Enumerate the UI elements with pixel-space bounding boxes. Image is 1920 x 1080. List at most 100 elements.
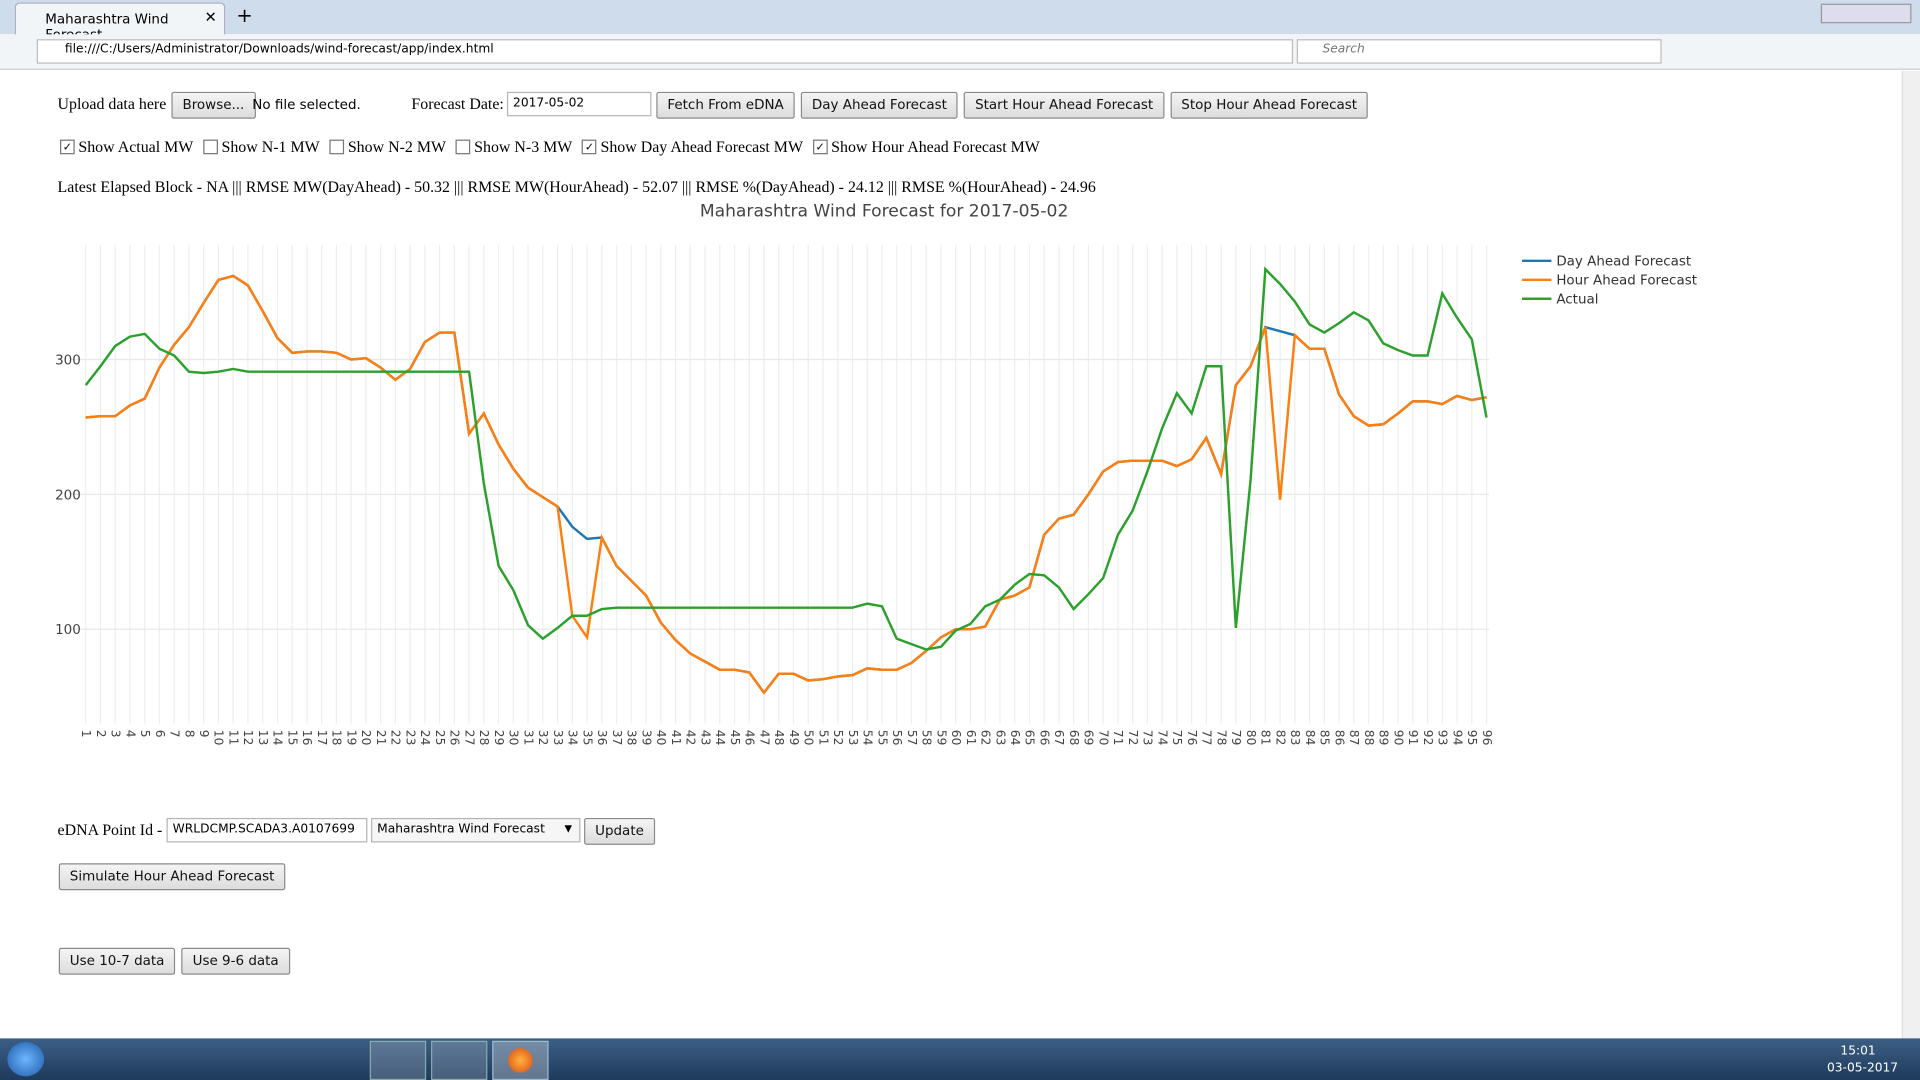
x-tick-label: 81 — [1259, 730, 1273, 746]
x-tick-label: 46 — [743, 730, 757, 746]
x-tick-label: 12 — [241, 730, 255, 746]
taskbar-app[interactable] — [431, 1040, 488, 1080]
x-tick-label: 29 — [492, 730, 506, 746]
x-tick-label: 23 — [403, 730, 417, 746]
x-tick-label: 60 — [949, 730, 963, 746]
file-status: No file selected. — [252, 96, 361, 113]
x-tick-label: 45 — [728, 730, 742, 746]
x-tick-label: 47 — [757, 730, 771, 746]
series-line — [85, 274, 1487, 695]
url-bar[interactable]: file:///C:/Users/Administrator/Downloads… — [36, 39, 1294, 64]
checkbox-item[interactable]: Show N-3 MW — [455, 137, 573, 157]
x-tick-label: 89 — [1377, 730, 1391, 746]
status-line: Latest Elapsed Block - NA ||| RMSE MW(Da… — [57, 177, 1096, 196]
x-tick-label: 93 — [1436, 730, 1450, 746]
x-tick-label: 67 — [1052, 730, 1066, 746]
x-tick-label: 88 — [1362, 730, 1376, 746]
checkbox-item[interactable]: Show N-1 MW — [203, 137, 320, 157]
x-tick-label: 8 — [182, 730, 196, 738]
taskbar: 15:01 03-05-2017 — [0, 1038, 1920, 1080]
x-tick-label: 30 — [507, 730, 521, 746]
x-tick-label: 43 — [698, 730, 712, 746]
x-tick-label: 94 — [1450, 730, 1464, 746]
x-tick-label: 50 — [802, 730, 816, 746]
checkbox[interactable] — [329, 139, 345, 155]
date-label: Forecast Date: — [411, 94, 504, 113]
x-tick-label: 73 — [1141, 730, 1155, 746]
action-button[interactable]: Stop Hour Ahead Forecast — [1170, 91, 1369, 119]
y-tick-label: 200 — [55, 488, 81, 503]
x-tick-label: 39 — [639, 730, 653, 746]
clock-date: 03-05-2017 — [1826, 1061, 1899, 1076]
tab-close[interactable]: ✕ — [204, 8, 217, 26]
checkbox[interactable]: ✓ — [582, 139, 597, 155]
chart: Maharashtra Wind Forecast for 2017-05-02… — [55, 202, 1697, 746]
checkbox-item[interactable]: ✓ Show Hour Ahead Forecast MW — [812, 137, 1040, 157]
x-tick-label: 5 — [138, 730, 152, 738]
x-tick-label: 69 — [1082, 730, 1096, 746]
x-tick-label: 21 — [374, 730, 388, 746]
x-tick-label: 51 — [816, 730, 830, 746]
scrollbar[interactable] — [1901, 71, 1920, 1039]
data-button[interactable]: Use 9-6 data — [181, 947, 290, 975]
date-input[interactable]: 2017-05-02 — [506, 91, 652, 117]
taskbar-app[interactable] — [492, 1040, 549, 1080]
simulate-button[interactable]: Simulate Hour Ahead Forecast — [58, 863, 286, 891]
action-button[interactable]: Day Ahead Forecast — [800, 91, 958, 119]
x-tick-label: 68 — [1067, 730, 1081, 746]
checkbox[interactable] — [203, 139, 218, 155]
taskbar-app[interactable] — [369, 1040, 427, 1080]
x-tick-label: 70 — [1096, 730, 1110, 746]
x-tick-label: 80 — [1244, 730, 1258, 746]
update-button[interactable]: Update — [584, 817, 655, 845]
x-tick-label: 72 — [1126, 730, 1140, 746]
x-tick-label: 22 — [389, 730, 403, 746]
x-tick-label: 27 — [462, 730, 476, 746]
checkbox-label: Show Hour Ahead Forecast MW — [831, 137, 1040, 156]
x-tick-label: 71 — [1111, 730, 1125, 746]
tab[interactable]: Maharashtra Wind Forecast ✕ — [14, 2, 226, 43]
edna-input[interactable]: WRLDCMP.SCADA3.A0107699 — [166, 817, 368, 843]
checkbox-item[interactable]: Show N-2 MW — [329, 137, 446, 157]
x-tick-label: 25 — [433, 730, 447, 746]
x-tick-label: 15 — [285, 730, 299, 746]
x-tick-label: 75 — [1170, 730, 1184, 746]
x-tick-label: 3 — [109, 730, 123, 738]
checkbox[interactable]: ✓ — [60, 139, 75, 155]
checkbox-label: Show N-3 MW — [474, 137, 573, 156]
new-tab[interactable]: + — [236, 3, 253, 27]
action-button[interactable]: Fetch From eDNA — [656, 91, 795, 119]
action-buttons: Fetch From eDNA Day Ahead Forecast Start H… — [656, 91, 1369, 119]
x-tick-label: 92 — [1421, 730, 1435, 746]
x-tick-label: 85 — [1318, 730, 1332, 746]
data-button[interactable]: Use 10-7 data — [58, 947, 176, 975]
y-tick-label: 300 — [55, 353, 81, 368]
edna-select[interactable]: Maharashtra Wind Forecast — [371, 817, 581, 843]
series-line — [84, 266, 1488, 651]
x-tick-label: 31 — [521, 730, 535, 746]
tab-bar — [0, 0, 1920, 35]
x-tick-label: 18 — [330, 730, 344, 746]
x-tick-label: 86 — [1332, 730, 1346, 746]
x-tick-label: 53 — [846, 730, 860, 746]
checkbox-label: Show Actual MW — [78, 137, 194, 156]
select-arrow: ▼ — [564, 822, 573, 834]
search-bar[interactable]: Search — [1296, 39, 1662, 64]
browse-button[interactable]: Browse... — [171, 91, 256, 119]
x-tick-label: 65 — [1023, 730, 1037, 746]
x-tick-label: 7 — [168, 730, 182, 738]
checkbox[interactable] — [455, 139, 471, 155]
url: file:///C:/Users/Administrator/Downloads… — [64, 42, 494, 57]
x-tick-label: 11 — [226, 730, 240, 746]
search-placeholder: Search — [1322, 42, 1365, 57]
x-tick-label: 37 — [610, 730, 624, 746]
x-tick-label: 26 — [448, 730, 462, 746]
x-tick-label: 34 — [566, 730, 580, 746]
start-button[interactable] — [7, 1042, 45, 1077]
checkbox[interactable]: ✓ — [812, 139, 828, 155]
window-controls[interactable] — [1820, 3, 1912, 24]
checkbox-item[interactable]: ✓ Show Actual MW — [60, 137, 193, 157]
action-button[interactable]: Start Hour Ahead Forecast — [964, 91, 1165, 119]
checkbox-item[interactable]: ✓ Show Day Ahead Forecast MW — [582, 137, 803, 157]
x-tick-label: 1 — [79, 730, 93, 738]
